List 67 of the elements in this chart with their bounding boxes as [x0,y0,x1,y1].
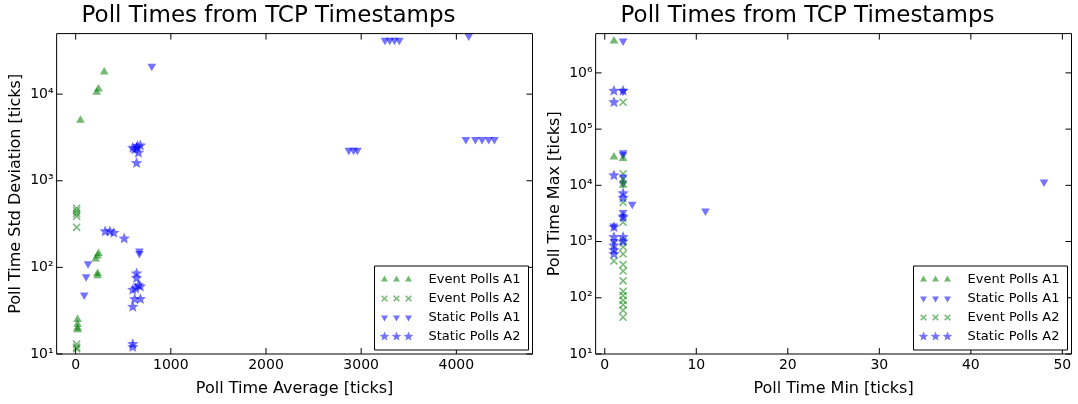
point [608,84,620,96]
y-tick-label: 10³ [30,171,54,188]
y-axis-title: Poll Time Max [ticks] [543,111,563,277]
x-tick-label: 30 [870,356,889,373]
legend-label: Event Polls A2 [428,289,521,305]
point [83,261,93,269]
x-tick-label: 0 [71,356,81,373]
point [608,96,620,108]
y-tick-label: 10⁴ [30,84,54,101]
point [627,201,637,210]
point [477,136,487,145]
x-tick-label: 10 [687,356,706,373]
x-axis-title: Poll Time Min [ticks] [753,377,914,397]
point [134,293,147,304]
point [701,208,710,216]
point [99,67,109,75]
point [127,300,139,312]
legend-label: Event Polls A1 [428,270,521,286]
point [608,248,620,259]
legend-label: Event Polls A2 [967,308,1060,324]
legend-label: Static Polls A1 [967,289,1060,305]
x-tick-label: 2000 [248,356,284,373]
point [609,151,619,160]
point [94,83,103,92]
legend-label: Static Polls A2 [428,327,521,343]
point [608,231,620,242]
point [618,38,628,46]
y-axis-title: Poll Time Std Deviation [ticks] [4,73,24,314]
x-axis-title: Poll Time Average [ticks] [195,377,394,397]
point [609,35,619,44]
y-tick-label: 10⁴ [569,175,593,192]
point [617,191,629,203]
x-tick-label: 50 [1053,356,1072,373]
point [353,147,362,156]
legend-label: Event Polls A1 [967,270,1060,286]
point [461,136,471,145]
point [147,63,157,72]
legend-label: Static Polls A2 [967,327,1060,343]
point [76,115,85,123]
y-tick-label: 10⁵ [569,119,593,136]
x-tick-label: 1000 [153,356,189,373]
point [118,232,130,244]
point [130,272,143,284]
y-tick-label: 10¹ [30,344,54,361]
x-tick-label: 40 [961,356,980,373]
y-tick-label: 10⁶ [569,63,593,80]
y-tick-label: 10¹ [569,344,593,361]
point [79,292,89,300]
y-tick-label: 10² [30,258,54,275]
point [471,136,480,145]
y-tick-label: 10² [569,288,593,305]
point [81,274,91,282]
x-tick-label: 3000 [343,356,380,373]
point [617,84,629,96]
point [608,169,620,181]
x-tick-label: 20 [778,356,797,373]
point [1039,179,1049,187]
point [394,37,404,46]
point [130,157,143,168]
chart-title: Poll Times from TCP Timestamps [81,0,456,27]
y-tick-label: 10³ [569,232,593,249]
x-tick-label: 4000 [438,356,475,373]
point [490,136,499,145]
legend-label: Static Polls A1 [428,308,521,324]
chart-title: Poll Times from TCP Timestamps [620,0,995,27]
x-tick-label: 0 [600,356,610,373]
point [108,226,120,238]
